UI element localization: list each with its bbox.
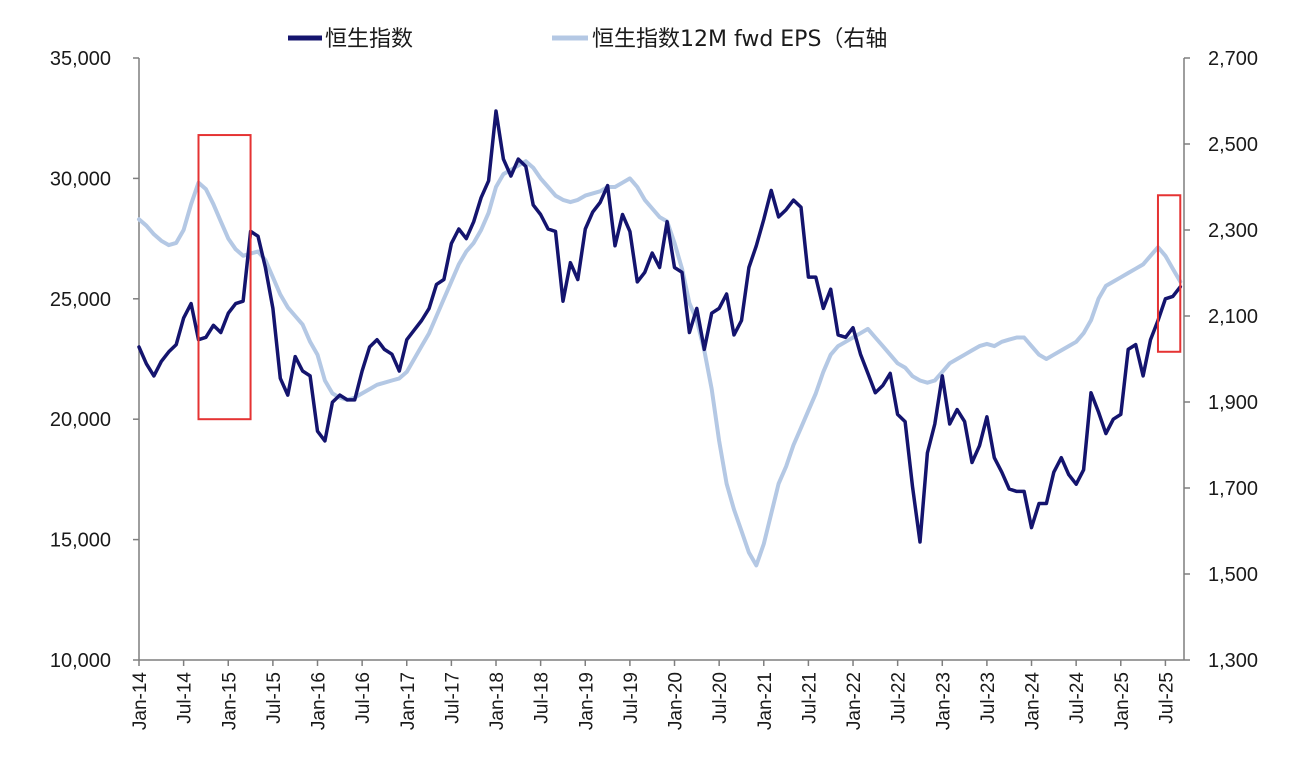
x-tick-label: Jul-16 [353, 672, 374, 724]
right-tick-label: 2,500 [1208, 134, 1258, 156]
right-tick-label: 1,500 [1208, 564, 1258, 586]
legend-label-hsi: 恒生指数 [325, 27, 413, 52]
x-tick-label: Jul-21 [799, 672, 820, 724]
x-tick-label: Jul-19 [621, 672, 642, 724]
highlight-box-2 [1156, 194, 1182, 353]
left-tick-label: 15,000 [50, 530, 111, 552]
series-line-eps [137, 159, 1183, 568]
legend-label-eps: 恒生指数12M fwd EPS（右轴 [592, 27, 887, 52]
right-tick-label: 2,100 [1208, 306, 1258, 328]
legend: 恒生指数 恒生指数12M fwd EPS（右轴 [288, 27, 887, 52]
x-tick-label: Jul-20 [710, 672, 731, 724]
x-tick-label: Jul-17 [442, 672, 463, 724]
series-line-hsi [137, 109, 1183, 544]
x-tick-label: Jan-25 [1112, 672, 1133, 730]
x-tick-label: Jul-25 [1156, 672, 1177, 724]
x-tick-label: Jul-18 [532, 672, 553, 724]
x-tick-label: Jul-15 [264, 672, 285, 724]
right-tick-label: 2,300 [1208, 220, 1258, 242]
right-tick-label: 2,700 [1208, 48, 1258, 70]
x-tick-label: Jan-23 [933, 672, 954, 730]
x-tick-label: Jul-22 [889, 672, 910, 724]
x-tick-label: Jan-22 [844, 672, 865, 730]
x-tick-label: Jul-23 [978, 672, 999, 724]
x-tick-label: Jan-15 [219, 672, 240, 730]
left-tick-label: 30,000 [50, 168, 111, 190]
x-tick-label: Jan-16 [309, 672, 330, 730]
x-tick-label: Jan-17 [398, 672, 419, 730]
right-tick-label: 1,700 [1208, 478, 1258, 500]
axes [138, 58, 1185, 661]
right-tick-label: 1,900 [1208, 392, 1258, 414]
series-layer [137, 109, 1183, 568]
x-tick-label: Jul-24 [1067, 672, 1088, 724]
x-tick-label: Jan-19 [576, 672, 597, 730]
x-tick-label: Jan-21 [755, 672, 776, 730]
right-tick-label: 1,300 [1208, 650, 1258, 672]
right-axis-ticks: 1,300 1,500 1,700 1,900 2,100 2,300 2,500 2,700 [1184, 48, 1258, 672]
x-tick-label: Jan-20 [666, 672, 687, 730]
highlight-box-1 [197, 134, 252, 421]
left-tick-label: 20,000 [50, 409, 111, 431]
left-tick-label: 10,000 [50, 650, 111, 672]
x-axis-ticks: Jan-14 Jul-14 Jan-15 Jul-15 Jan-16 Jul-16 Jan-… [130, 660, 1177, 730]
left-tick-label: 35,000 [50, 48, 111, 70]
annotation-layer [197, 134, 1182, 421]
left-axis-ticks: 10,000 15,000 20,000 25,000 30,000 35,000 [50, 48, 139, 672]
x-tick-label: Jan-24 [1023, 672, 1044, 731]
x-tick-label: Jan-14 [130, 672, 151, 731]
x-tick-label: Jan-18 [487, 672, 508, 730]
x-tick-label: Jul-14 [175, 672, 196, 724]
left-tick-label: 25,000 [50, 289, 111, 311]
